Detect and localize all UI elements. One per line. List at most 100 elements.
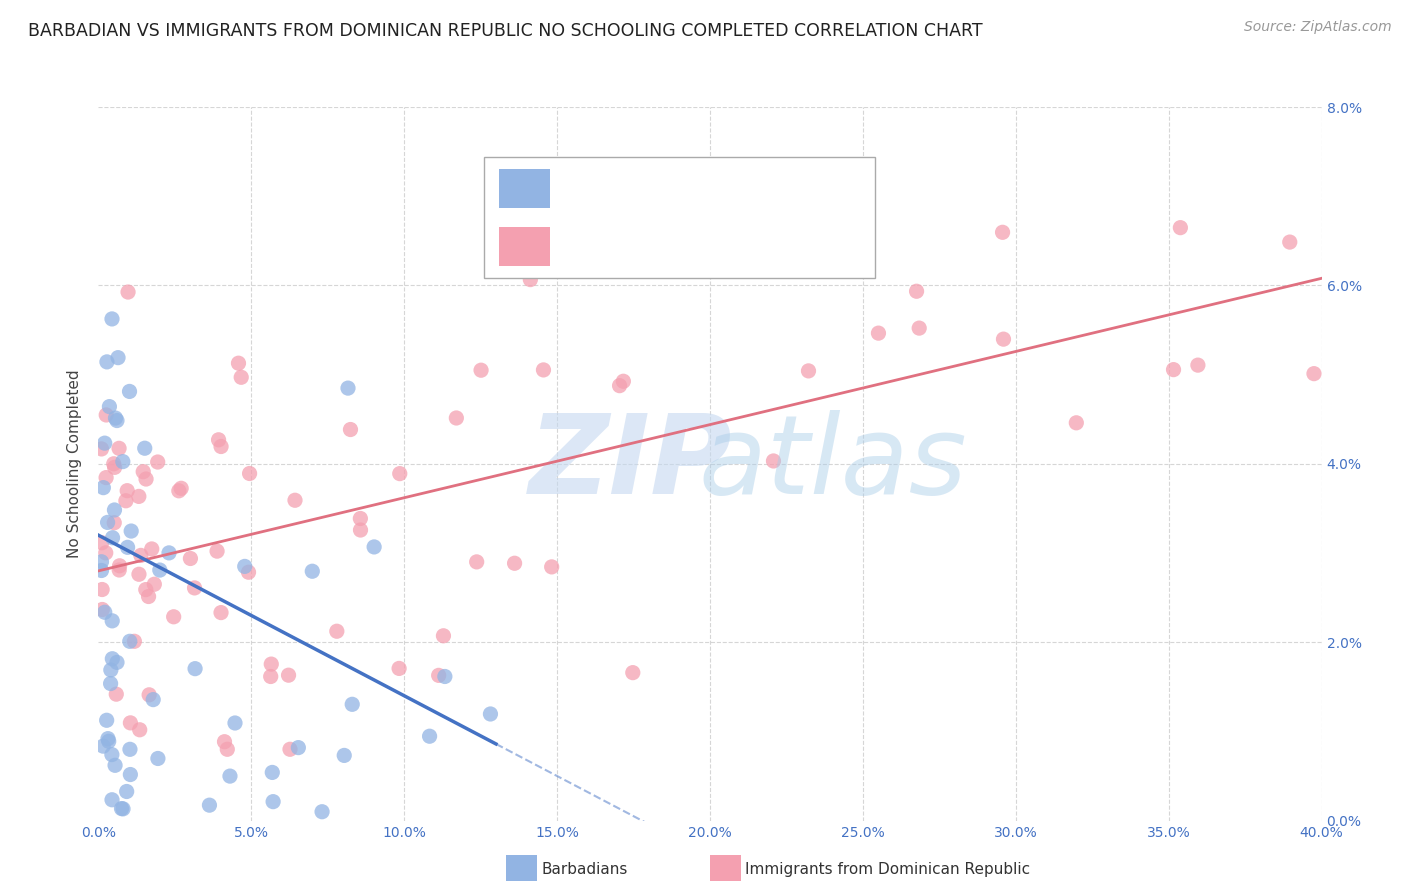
Point: [612, 374, 634, 388]
Point: [198, 798, 221, 813]
Point: [262, 795, 284, 809]
Point: [105, 687, 128, 701]
Point: [311, 805, 333, 819]
Point: [103, 503, 125, 517]
Point: [94, 605, 117, 619]
Point: [908, 321, 931, 335]
Point: [128, 490, 150, 504]
Point: [104, 460, 127, 475]
Point: [465, 555, 488, 569]
Point: [446, 411, 468, 425]
Point: [138, 688, 160, 702]
Point: [427, 668, 450, 682]
Point: [287, 740, 309, 755]
Point: [349, 511, 371, 525]
Point: [157, 546, 180, 560]
Point: [132, 465, 155, 479]
Point: [93, 436, 115, 450]
Point: [231, 370, 253, 384]
Point: [97, 731, 120, 746]
Point: [149, 563, 172, 577]
Point: [260, 657, 283, 672]
Point: [91, 739, 114, 753]
Point: [1163, 362, 1185, 376]
Point: [142, 692, 165, 706]
Text: atlas: atlas: [697, 410, 967, 517]
Point: [433, 669, 456, 683]
Text: BARBADIAN VS IMMIGRANTS FROM DOMINICAN REPUBLIC NO SCHOOLING COMPLETED CORRELATI: BARBADIAN VS IMMIGRANTS FROM DOMINICAN R…: [28, 22, 983, 40]
Text: Source: ZipAtlas.com: Source: ZipAtlas.com: [1244, 20, 1392, 34]
Point: [117, 285, 139, 299]
Point: [141, 541, 163, 556]
Point: [432, 629, 454, 643]
Point: [233, 559, 256, 574]
Point: [117, 541, 139, 555]
Point: [609, 378, 631, 392]
Point: [91, 582, 114, 597]
Point: [278, 742, 301, 756]
Point: [100, 663, 122, 677]
Point: [301, 564, 323, 578]
Point: [118, 742, 141, 756]
Point: [108, 558, 131, 573]
Point: [146, 751, 169, 765]
Point: [1066, 416, 1088, 430]
Point: [363, 540, 385, 554]
Point: [905, 285, 928, 299]
Point: [797, 364, 820, 378]
Point: [184, 662, 207, 676]
Point: [134, 441, 156, 455]
Point: [91, 602, 114, 616]
Point: [129, 549, 152, 563]
Point: [100, 676, 122, 690]
Point: [209, 440, 232, 454]
Point: [104, 411, 127, 425]
Point: [118, 634, 141, 648]
Point: [107, 351, 129, 365]
Point: [97, 516, 120, 530]
Point: [1303, 367, 1326, 381]
Point: [120, 767, 142, 781]
Point: [621, 665, 644, 680]
Point: [101, 651, 124, 665]
Point: [167, 483, 190, 498]
Point: [90, 535, 112, 549]
Point: [479, 706, 502, 721]
Point: [470, 363, 492, 377]
Point: [118, 384, 141, 399]
Point: [993, 332, 1015, 346]
Point: [94, 546, 117, 560]
Point: [163, 609, 186, 624]
Point: [419, 729, 441, 743]
Text: Immigrants from Dominican Republic: Immigrants from Dominican Republic: [745, 863, 1031, 877]
Point: [135, 472, 157, 486]
Text: ZIP: ZIP: [529, 410, 733, 517]
Point: [260, 669, 283, 683]
Point: [503, 556, 526, 570]
Point: [1187, 358, 1209, 372]
Point: [103, 516, 125, 530]
Point: [1170, 220, 1192, 235]
Point: [349, 523, 371, 537]
Point: [209, 606, 232, 620]
Point: [128, 723, 150, 737]
Point: [205, 544, 228, 558]
Point: [170, 481, 193, 495]
Point: [103, 457, 125, 471]
Point: [97, 734, 120, 748]
Point: [120, 524, 142, 538]
Point: [388, 661, 411, 675]
Point: [214, 735, 236, 749]
Point: [277, 668, 299, 682]
Point: [179, 551, 201, 566]
Point: [90, 442, 112, 456]
Point: [224, 716, 246, 731]
Point: [96, 355, 118, 369]
Point: [337, 381, 360, 395]
Point: [135, 582, 157, 597]
Point: [105, 656, 128, 670]
Point: [219, 769, 242, 783]
Point: [115, 493, 138, 508]
Point: [540, 560, 562, 574]
Point: [124, 634, 146, 648]
